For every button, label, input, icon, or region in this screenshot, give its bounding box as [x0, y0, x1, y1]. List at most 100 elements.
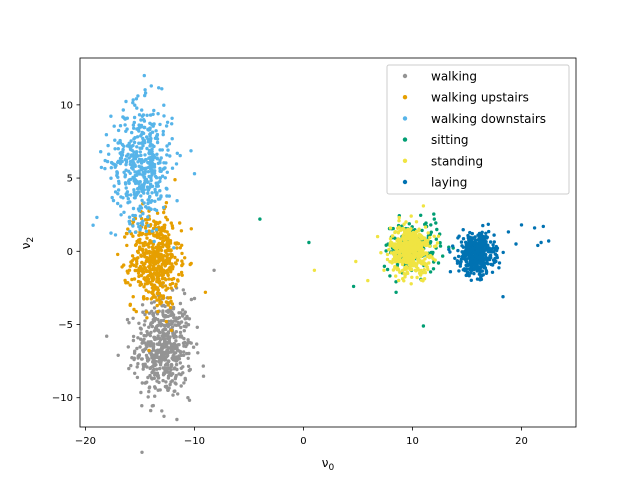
data-point — [137, 274, 141, 279]
data-point — [192, 296, 197, 301]
data-point — [135, 135, 140, 139]
data-point — [149, 408, 153, 413]
data-point — [495, 248, 499, 253]
data-point — [174, 162, 179, 166]
data-point — [164, 237, 168, 242]
data-point — [154, 181, 158, 185]
data-point — [405, 270, 409, 274]
data-point — [169, 255, 174, 259]
data-point — [159, 273, 164, 277]
data-point — [179, 229, 184, 233]
data-point — [494, 259, 498, 264]
data-point — [493, 256, 497, 261]
data-point — [143, 91, 148, 95]
data-point — [140, 108, 144, 112]
data-point — [149, 365, 153, 370]
data-point — [176, 320, 180, 325]
data-point — [178, 221, 182, 225]
y-axis-label: ν2 — [19, 237, 36, 249]
data-point — [501, 250, 505, 255]
data-point — [176, 279, 180, 283]
data-point — [160, 322, 164, 327]
data-point — [139, 390, 143, 395]
data-point — [143, 169, 148, 174]
data-point — [139, 165, 144, 169]
data-point — [178, 246, 182, 250]
data-point — [146, 215, 150, 219]
data-point — [174, 382, 178, 386]
data-point — [484, 231, 488, 235]
data-point — [167, 194, 171, 198]
data-point — [159, 195, 163, 199]
data-point — [158, 122, 162, 127]
data-point — [397, 219, 401, 223]
data-point — [140, 114, 144, 119]
data-point — [158, 300, 162, 305]
data-point — [166, 359, 171, 363]
data-point — [106, 143, 110, 148]
data-point — [167, 346, 171, 350]
legend-marker — [402, 158, 408, 163]
data-point — [192, 172, 197, 176]
data-point — [123, 235, 127, 239]
data-point — [155, 193, 159, 197]
data-point — [402, 242, 406, 247]
data-point — [131, 153, 135, 157]
data-point — [155, 211, 160, 215]
data-point — [404, 229, 408, 233]
data-point — [184, 316, 189, 321]
data-point — [397, 225, 401, 229]
data-point — [138, 150, 142, 154]
legend-marker — [402, 137, 408, 142]
data-point — [312, 268, 317, 272]
data-point — [128, 229, 132, 234]
data-point — [486, 262, 490, 266]
data-point — [484, 270, 489, 274]
data-point — [419, 213, 423, 217]
data-point — [163, 176, 167, 180]
data-point — [143, 93, 147, 98]
data-point — [409, 254, 413, 258]
data-point — [147, 174, 151, 179]
data-point — [541, 224, 545, 229]
data-point — [148, 144, 152, 148]
data-point — [153, 223, 157, 227]
data-point — [397, 259, 401, 263]
x-tick-label: 20 — [515, 436, 528, 447]
data-point — [99, 150, 103, 154]
data-point — [473, 257, 478, 262]
data-point — [148, 373, 152, 378]
data-point — [166, 296, 170, 300]
data-point — [146, 290, 151, 294]
data-point — [125, 317, 130, 322]
data-point — [191, 345, 196, 349]
data-point — [119, 150, 124, 155]
data-point — [136, 181, 141, 185]
data-point — [168, 239, 173, 243]
data-point — [160, 409, 164, 413]
data-point — [154, 350, 159, 354]
data-point — [174, 262, 178, 266]
data-point — [417, 227, 421, 231]
data-point — [177, 272, 181, 277]
data-point — [161, 129, 165, 134]
data-point — [154, 129, 158, 133]
data-point — [142, 285, 146, 289]
data-point — [95, 215, 99, 220]
data-point — [154, 363, 158, 367]
data-point — [409, 240, 414, 244]
data-point — [132, 150, 136, 154]
data-point — [152, 144, 156, 149]
data-point — [384, 249, 388, 253]
data-point — [148, 256, 152, 260]
data-point — [140, 198, 144, 203]
data-point — [477, 261, 481, 265]
data-point — [164, 319, 168, 324]
data-point — [420, 261, 425, 265]
data-point — [166, 388, 170, 392]
data-point — [145, 221, 149, 225]
data-point — [137, 126, 141, 130]
data-point — [473, 238, 478, 242]
data-point — [179, 366, 183, 370]
data-point — [150, 171, 154, 175]
